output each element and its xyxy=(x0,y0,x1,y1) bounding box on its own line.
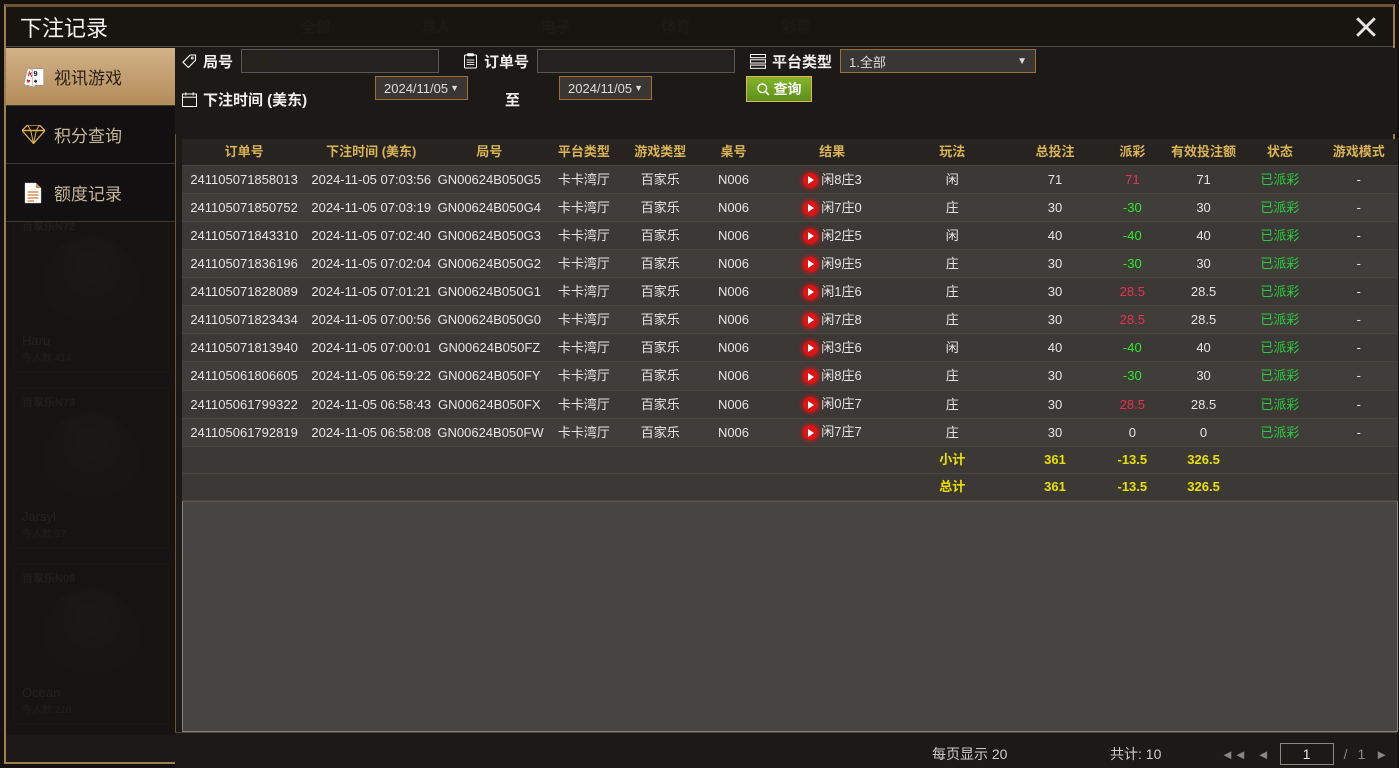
svg-text:♠: ♠ xyxy=(34,78,38,85)
svg-text:9: 9 xyxy=(33,69,37,78)
